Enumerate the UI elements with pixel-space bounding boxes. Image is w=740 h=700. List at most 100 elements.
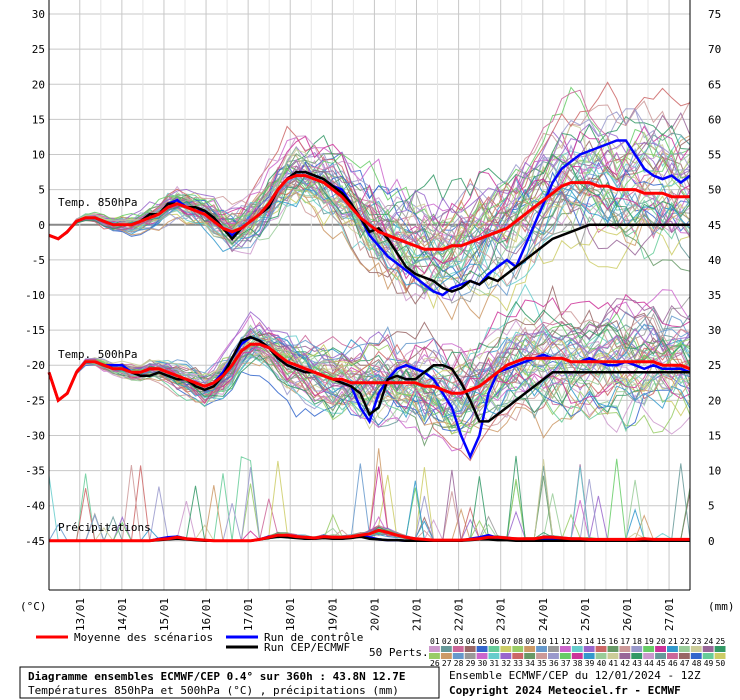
- left-tick-label: 15: [32, 113, 45, 126]
- panel-label-t850: Temp. 850hPa: [58, 196, 137, 209]
- palette-swatch: [536, 653, 547, 659]
- palette-swatch: [595, 646, 607, 652]
- left-axis-unit: (°C): [20, 600, 47, 613]
- palette-swatch: [571, 646, 583, 652]
- left-tick-label: 10: [32, 149, 45, 162]
- palette-swatch: [714, 653, 726, 659]
- palette-number: 36: [549, 659, 559, 668]
- palette-swatch: [690, 646, 702, 652]
- palette-number: 41: [609, 659, 619, 668]
- left-tick-label: -20: [25, 359, 45, 372]
- palette-number: 13: [573, 637, 583, 646]
- palette-swatch: [429, 653, 440, 659]
- right-tick-label: 65: [708, 78, 721, 91]
- palette-swatch: [690, 653, 702, 659]
- right-tick-label: 50: [708, 184, 721, 197]
- x-tick-label: 22/01: [453, 598, 466, 631]
- palette-swatch: [488, 646, 500, 652]
- palette-number: 23: [692, 637, 702, 646]
- palette-number: 26: [430, 659, 440, 668]
- x-tick-label: 27/01: [663, 598, 676, 631]
- palette-swatch: [702, 646, 714, 652]
- series-line-t500-0: [47, 342, 691, 403]
- left-tick-label: -15: [25, 324, 45, 337]
- legend-label-ecmwf: Run CEP/ECMWF: [264, 641, 350, 654]
- palette-swatch: [452, 653, 464, 659]
- palette-swatch: [548, 653, 559, 659]
- palette-swatch: [524, 646, 536, 652]
- palette-number: 17: [620, 637, 630, 646]
- palette-swatch: [583, 653, 595, 659]
- palette-number: 06: [490, 637, 500, 646]
- palette-swatch: [631, 646, 643, 652]
- left-tick-label: 5: [38, 184, 45, 197]
- left-tick-label: -45: [25, 535, 45, 548]
- right-axis-unit: (mm): [708, 600, 735, 613]
- palette-swatch: [440, 653, 452, 659]
- palette-number: 31: [490, 659, 500, 668]
- palette-swatch: [619, 646, 631, 652]
- info-copyright: Copyright 2024 Meteociel.fr - ECMWF: [449, 684, 681, 697]
- palette-number: 34: [525, 659, 535, 668]
- x-tick-label: 14/01: [116, 598, 129, 631]
- palette-swatch: [512, 646, 524, 652]
- left-tick-label: -30: [25, 429, 45, 442]
- palette-swatch: [714, 646, 726, 652]
- member-line-t500: [48, 334, 691, 421]
- palette-number: 50: [716, 659, 726, 668]
- palette-number: 38: [573, 659, 583, 668]
- palette-number: 39: [585, 659, 595, 668]
- palette-number: 09: [525, 637, 535, 646]
- x-tick-label: 19/01: [326, 598, 339, 631]
- legend-label-mean: Moyenne des scénarios: [74, 631, 213, 644]
- x-tick-label: 16/01: [200, 598, 213, 631]
- x-tick-label: 17/01: [242, 598, 255, 631]
- palette-number: 21: [668, 637, 678, 646]
- legend-label-control: Run de contrôle: [264, 631, 363, 644]
- palette-swatch: [643, 646, 655, 652]
- palette-number: 47: [680, 659, 690, 668]
- palette-swatch: [559, 653, 571, 659]
- palette-swatch: [667, 646, 678, 652]
- palette-number: 19: [644, 637, 654, 646]
- right-tick-label: 25: [708, 359, 721, 372]
- x-tick-label: 26/01: [621, 598, 634, 631]
- palette-swatch: [655, 653, 666, 659]
- palette-swatch: [702, 653, 714, 659]
- right-tick-label: 5: [708, 500, 715, 513]
- series-line-precip-0: [49, 528, 690, 543]
- panel-label-t500: Temp. 500hPa: [58, 348, 137, 361]
- palette-number: 44: [644, 659, 654, 668]
- x-tick-label: 18/01: [284, 598, 297, 631]
- x-tick-label: 23/01: [495, 598, 508, 631]
- info-run: Ensemble ECMWF/CEP du 12/01/2024 - 12Z: [449, 669, 701, 682]
- series-line-t850-0: [48, 174, 690, 251]
- right-tick-label: 10: [708, 465, 721, 478]
- palette-number: 01: [430, 637, 440, 646]
- right-tick-label: 45: [708, 219, 721, 232]
- x-tick-label: 15/01: [158, 598, 171, 631]
- right-tick-label: 60: [708, 113, 721, 126]
- palette-number: 42: [620, 659, 630, 668]
- palette-swatch: [500, 646, 512, 652]
- palette-number: 43: [632, 659, 642, 668]
- palette-number: 27: [442, 659, 452, 668]
- palette-number: 11: [549, 637, 559, 646]
- palette-number: 20: [656, 637, 666, 646]
- palette-number: 18: [632, 637, 642, 646]
- palette-number: 32: [501, 659, 511, 668]
- member-line-t850: [48, 138, 691, 248]
- x-tick-label: 13/01: [74, 598, 87, 631]
- members-count-label: 50 Perts.: [369, 646, 429, 659]
- left-tick-label: 20: [32, 78, 45, 91]
- palette-swatch: [488, 653, 500, 659]
- palette-number: 15: [597, 637, 607, 646]
- left-tick-label: -35: [25, 465, 45, 478]
- palette-swatch: [571, 653, 583, 659]
- x-tick-label: 24/01: [537, 598, 550, 631]
- left-tick-label: 25: [32, 43, 45, 56]
- palette-number: 33: [513, 659, 523, 668]
- palette-swatch: [655, 646, 666, 652]
